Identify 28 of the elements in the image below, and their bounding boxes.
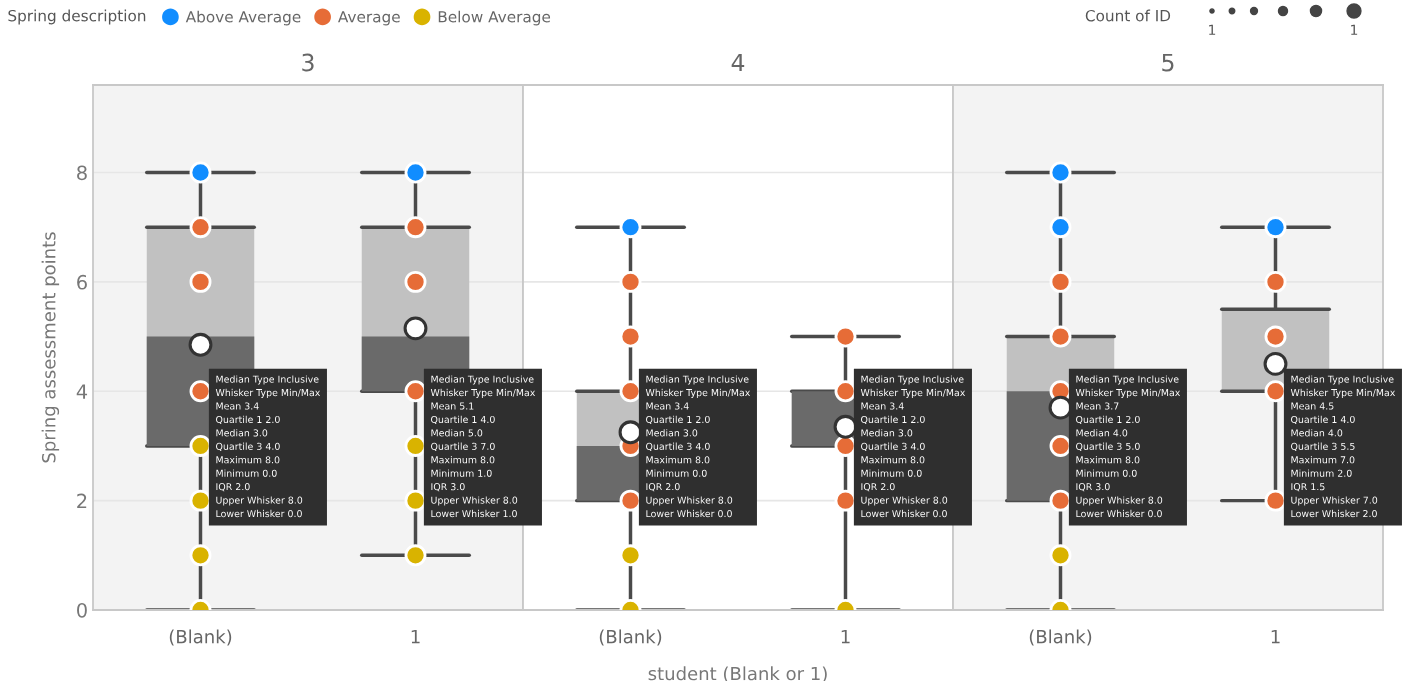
legend-title: Spring description [8, 9, 146, 25]
y-tick-label: 8 [77, 165, 87, 181]
legend-label: Average [338, 11, 400, 26]
x-tick-label: 1 [1271, 630, 1280, 644]
text: Median Type Inclusive Whisker Type Min/Max Mean 3.4 Quartile 1 2.0 Median 3.0 Quartile 3 4.0 Maximum 8.0 Minimum 0.0 IQR 2.0 Upper Whisker 8.0 Lower Whisker 0.0 [860, 375, 966, 518]
chart-title: 5 [1162, 53, 1174, 72]
chart-title: 3 [302, 53, 314, 72]
y-tick-label: 6 [77, 274, 87, 290]
legend-label: Below Average [438, 10, 551, 26]
chart-title: 4 [731, 53, 745, 72]
x-tick-label: 1 [411, 630, 420, 644]
y-tick-label: 0 [77, 602, 87, 618]
y-tick-label: 4 [76, 384, 88, 399]
x-tick-label: (Blank) [169, 629, 232, 646]
y-axis-title: Spring assessment points [41, 232, 60, 463]
text: 1 [1209, 24, 1216, 35]
text: Count of ID [1085, 9, 1171, 22]
text: 1 [1351, 24, 1358, 35]
text: Median Type Inclusive Whisker Type Min/Max Mean 3.4 Quartile 1 2.0 Median 3.0 Quartile 3 4.0 Maximum 8.0 Minimum 0.0 IQR 2.0 Upper Whisker 8.0 Lower Whisker 0.0 [645, 375, 751, 518]
text: Median Type Inclusive Whisker Type Min/Max Mean 3.7 Quartile 1 2.0 Median 4.0 Quartile 3 5.0 Maximum 8.0 Minimum 0.0 IQR 3.0 Upper Whisker 8.0 Lower Whisker 0.0 [1075, 375, 1181, 518]
legend-label: Above Average [185, 10, 301, 26]
y-tick-label: 2 [77, 493, 87, 509]
x-tick-label: (Blank) [599, 629, 662, 646]
text: Median Type Inclusive Whisker Type Min/Max Mean 5.1 Quartile 1 4.0 Median 5.0 Quartile 3 7.0 Maximum 8.0 Minimum 1.0 IQR 3.0 Upper Whisker 8.0 Lower Whisker 1.0 [430, 375, 536, 518]
text: Median Type Inclusive Whisker Type Min/Max Mean 4.5 Quartile 1 4.0 Median 4.0 Quartile 3 5.5 Maximum 7.0 Minimum 2.0 IQR 1.5 Upper Whisker 7.0 Lower Whisker 2.0 [1290, 375, 1396, 518]
x-tick-label: 1 [841, 630, 850, 644]
text: Median Type Inclusive Whisker Type Min/Max Mean 3.4 Quartile 1 2.0 Median 3.0 Quartile 3 4.0 Maximum 8.0 Minimum 0.0 IQR 2.0 Upper Whisker 8.0 Lower Whisker 0.0 [215, 375, 321, 518]
x-tick-label: (Blank) [1029, 629, 1092, 646]
